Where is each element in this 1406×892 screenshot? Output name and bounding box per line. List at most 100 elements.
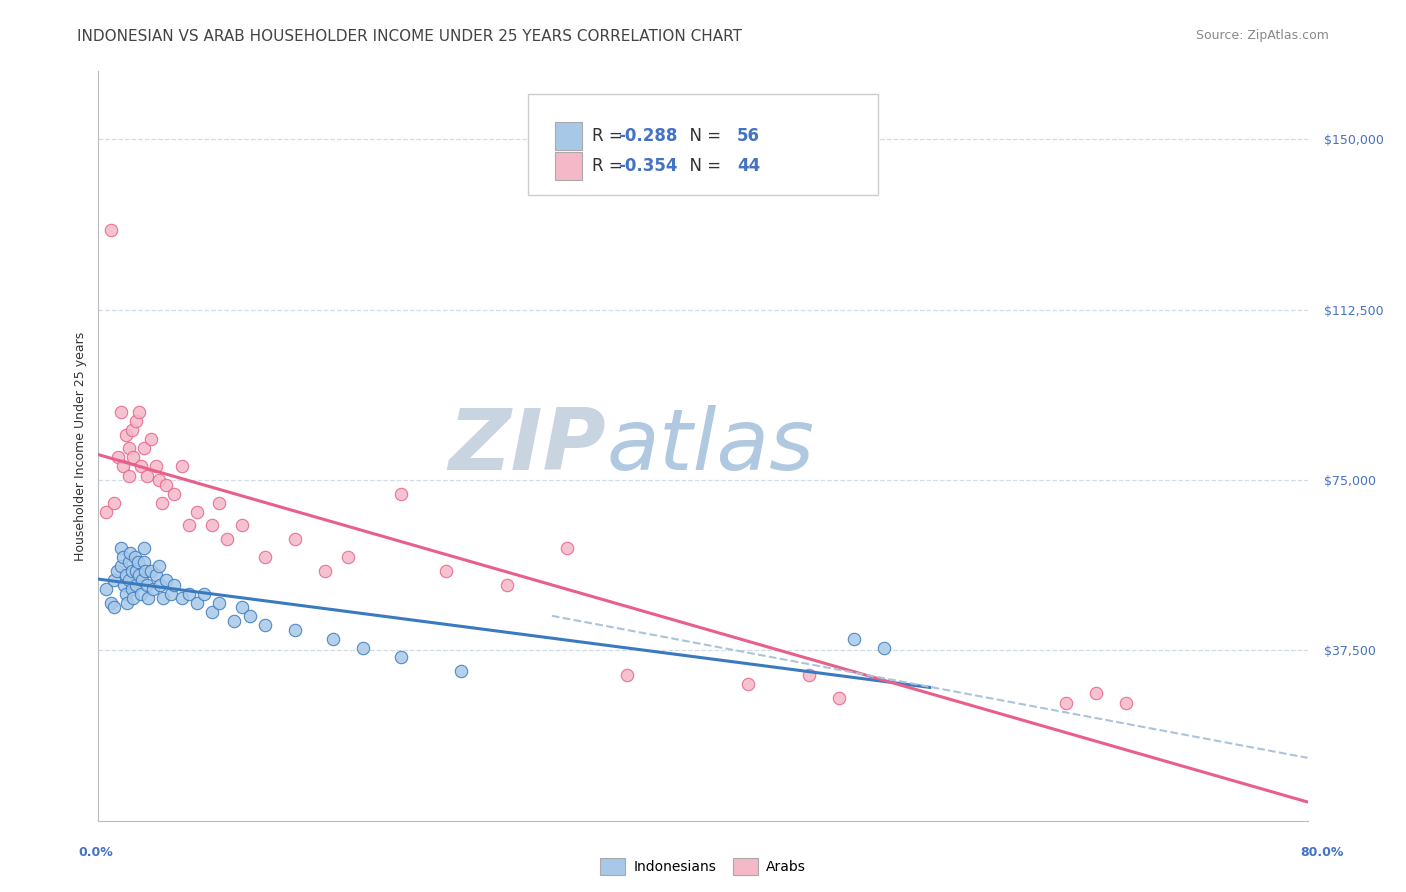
- Point: [122, 450, 145, 465]
- Text: -0.288: -0.288: [619, 127, 678, 145]
- Point: [132, 541, 155, 556]
- Point: [118, 442, 141, 456]
- Point: [112, 577, 135, 591]
- Point: [253, 618, 276, 632]
- Point: [179, 586, 201, 600]
- Point: [389, 650, 412, 665]
- Text: Source: ZipAtlas.com: Source: ZipAtlas.com: [1195, 29, 1329, 42]
- Point: [121, 564, 143, 578]
- FancyBboxPatch shape: [527, 94, 879, 195]
- Point: [100, 223, 122, 237]
- FancyBboxPatch shape: [555, 152, 582, 180]
- Point: [450, 664, 472, 678]
- Text: R =: R =: [592, 127, 627, 145]
- Legend: Indonesians, Arabs: Indonesians, Arabs: [595, 853, 811, 880]
- Point: [148, 473, 170, 487]
- Point: [314, 564, 336, 578]
- Point: [150, 496, 173, 510]
- Point: [495, 577, 517, 591]
- Point: [389, 486, 412, 500]
- Point: [141, 432, 163, 446]
- Point: [129, 586, 152, 600]
- Point: [111, 550, 134, 565]
- Point: [103, 496, 125, 510]
- Point: [118, 555, 141, 569]
- Point: [135, 577, 157, 591]
- Point: [131, 573, 153, 587]
- Point: [120, 546, 142, 560]
- Point: [160, 586, 183, 600]
- Point: [145, 568, 167, 582]
- Point: [844, 632, 866, 646]
- Point: [110, 559, 132, 574]
- Point: [115, 596, 138, 610]
- Point: [118, 468, 141, 483]
- Text: ZIP: ZIP: [449, 404, 606, 488]
- Point: [94, 582, 117, 596]
- Point: [322, 632, 344, 646]
- Point: [163, 577, 186, 591]
- Point: [135, 468, 157, 483]
- Point: [142, 582, 165, 596]
- Point: [118, 573, 141, 587]
- Point: [352, 641, 374, 656]
- Text: R =: R =: [592, 157, 627, 175]
- Point: [201, 605, 224, 619]
- Point: [122, 591, 145, 606]
- Point: [155, 477, 177, 491]
- Point: [111, 459, 134, 474]
- Point: [208, 596, 231, 610]
- Point: [149, 577, 172, 591]
- Point: [145, 459, 167, 474]
- Point: [129, 459, 152, 474]
- Text: 56: 56: [737, 127, 759, 145]
- Point: [152, 591, 174, 606]
- Point: [239, 609, 262, 624]
- Point: [284, 532, 307, 546]
- Point: [132, 442, 155, 456]
- Point: [103, 573, 125, 587]
- Point: [828, 691, 851, 706]
- Text: 80.0%: 80.0%: [1301, 847, 1343, 859]
- Point: [1054, 696, 1077, 710]
- Point: [114, 427, 136, 442]
- Text: INDONESIAN VS ARAB HOUSEHOLDER INCOME UNDER 25 YEARS CORRELATION CHART: INDONESIAN VS ARAB HOUSEHOLDER INCOME UN…: [77, 29, 742, 44]
- Text: N =: N =: [679, 127, 725, 145]
- Text: 0.0%: 0.0%: [79, 847, 112, 859]
- Point: [94, 505, 117, 519]
- Point: [110, 405, 132, 419]
- Point: [284, 623, 307, 637]
- Point: [1085, 686, 1108, 700]
- Point: [797, 668, 820, 682]
- Point: [107, 450, 129, 465]
- Point: [179, 518, 201, 533]
- Point: [163, 486, 186, 500]
- Text: atlas: atlas: [606, 404, 814, 488]
- Point: [148, 559, 170, 574]
- Y-axis label: Householder Income Under 25 years: Householder Income Under 25 years: [75, 331, 87, 561]
- Point: [125, 577, 148, 591]
- Point: [155, 573, 177, 587]
- Point: [336, 550, 359, 565]
- Point: [105, 564, 128, 578]
- Point: [224, 614, 246, 628]
- Point: [132, 555, 155, 569]
- Point: [128, 568, 150, 582]
- Text: 44: 44: [737, 157, 761, 175]
- Point: [186, 505, 208, 519]
- Point: [125, 564, 148, 578]
- Point: [253, 550, 276, 565]
- Point: [114, 568, 136, 582]
- Point: [121, 423, 143, 437]
- Point: [170, 459, 193, 474]
- Point: [616, 668, 638, 682]
- Point: [737, 677, 759, 691]
- Point: [103, 600, 125, 615]
- Text: -0.354: -0.354: [619, 157, 678, 175]
- Point: [141, 564, 163, 578]
- Point: [873, 641, 896, 656]
- Point: [215, 532, 238, 546]
- Point: [434, 564, 457, 578]
- Point: [110, 541, 132, 556]
- Point: [128, 405, 150, 419]
